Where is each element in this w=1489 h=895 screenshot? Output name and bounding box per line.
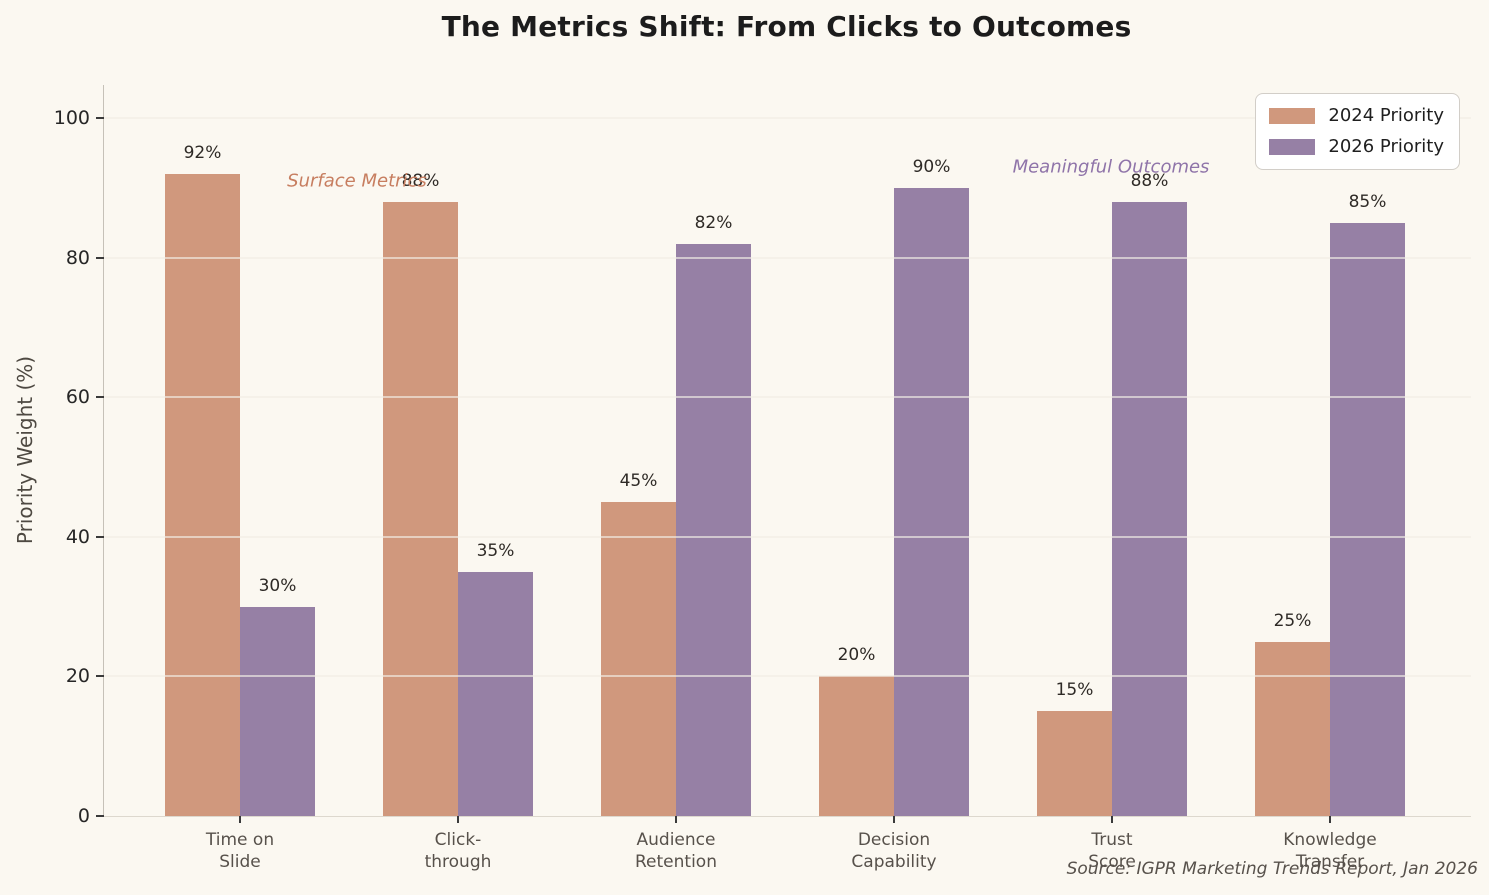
legend-entry-2026-priority: 2026 Priority <box>1269 136 1444 158</box>
legend-label-2026-priority: 2026 Priority <box>1328 136 1444 157</box>
x-tick-mark-click-through <box>457 816 459 823</box>
bar-value-label-2026-priority-audience-retention: 82% <box>694 212 733 233</box>
y-tick-mark-40 <box>96 535 104 538</box>
grid-line-40 <box>104 535 1471 538</box>
bar-2024-priority-time-on-slide <box>165 173 240 816</box>
y-tick-mark-20 <box>96 675 104 678</box>
y-tick-label-0: 0 <box>77 805 90 827</box>
x-category-label-trust-score: Trust Score <box>1088 830 1136 872</box>
grid-line-100 <box>104 117 1471 119</box>
y-tick-label-20: 20 <box>65 665 90 688</box>
bar-value-label-2024-priority-decision-capability: 20% <box>837 645 876 666</box>
x-tick-mark-knowledge-transfer <box>1329 816 1331 823</box>
x-tick-mark-audience-retention <box>675 816 677 823</box>
y-axis-label: Priority Weight (%) <box>13 355 37 545</box>
bar-value-label-2026-priority-decision-capability: 90% <box>912 156 951 177</box>
y-tick-mark-100 <box>96 117 104 119</box>
bar-2026-priority-trust-score <box>1112 201 1187 816</box>
bar-2026-priority-time-on-slide <box>240 606 315 816</box>
grid-line-20 <box>104 675 1471 678</box>
bar-value-label-2024-priority-trust-score: 15% <box>1055 680 1094 701</box>
bar-value-label-2024-priority-knowledge-transfer: 25% <box>1273 610 1312 631</box>
bar-2024-priority-audience-retention <box>601 501 676 816</box>
chart-title: The Metrics Shift: From Clicks to Outcom… <box>441 10 1132 43</box>
y-tick-mark-60 <box>96 396 104 399</box>
bar-value-label-2024-priority-time-on-slide: 92% <box>183 142 222 163</box>
bar-value-label-2026-priority-trust-score: 88% <box>1130 170 1169 191</box>
source-note: Source: IGPR Marketing Trends Report, Ja… <box>1066 859 1478 879</box>
x-tick-mark-trust-score <box>1111 816 1113 823</box>
y-tick-mark-0 <box>96 815 104 817</box>
bar-value-label-2024-priority-audience-retention: 45% <box>619 470 658 491</box>
y-tick-mark-80 <box>96 256 104 259</box>
bar-2026-priority-audience-retention <box>676 243 751 816</box>
y-tick-label-60: 60 <box>65 386 90 409</box>
legend-entry-2024-priority: 2024 Priority <box>1269 105 1444 127</box>
bar-2026-priority-knowledge-transfer <box>1330 222 1405 816</box>
y-tick-label-40: 40 <box>65 525 90 548</box>
bar-2024-priority-trust-score <box>1037 711 1112 816</box>
x-category-label-knowledge-transfer: Knowledge Transfer <box>1283 830 1377 872</box>
plot-area: 92% 88% 45% 20% 15% 25% 30% 35% 82% 90% 88% 85% 0 20… <box>54 85 1471 872</box>
bar-2026-priority-decision-capability <box>894 187 969 816</box>
x-category-label-decision-capability: Decision Capability <box>851 830 937 872</box>
bar-value-label-2026-priority-knowledge-transfer: 85% <box>1348 191 1387 212</box>
x-category-label-click-through: Click- through <box>424 830 492 872</box>
x-tick-mark-decision-capability <box>893 816 895 823</box>
bar-value-label-2026-priority-click-through: 35% <box>476 540 515 561</box>
legend: 2024 Priority 2026 Priority <box>1255 93 1460 170</box>
annotation-meaningful-outcomes: Meaningful Outcomes <box>1012 156 1210 178</box>
grid-line-80 <box>104 256 1471 259</box>
legend-label-2024-priority: 2024 Priority <box>1328 105 1444 126</box>
x-category-label-audience-retention: Audience Retention <box>635 830 717 872</box>
grid-line-60 <box>104 396 1471 399</box>
annotation-surface-metrics: Surface Metrics <box>287 170 427 192</box>
y-tick-label-100: 100 <box>53 107 90 129</box>
x-tick-mark-time-on-slide <box>239 816 241 823</box>
bar-2024-priority-knowledge-transfer <box>1255 641 1330 816</box>
bar-2024-priority-click-through <box>383 201 458 816</box>
bar-value-label-2024-priority-click-through: 88% <box>401 170 440 191</box>
legend-swatch-2024-priority <box>1269 108 1316 124</box>
bar-2026-priority-click-through <box>458 571 533 816</box>
x-category-label-time-on-slide: Time on Slide <box>205 830 275 872</box>
legend-swatch-2026-priority <box>1269 139 1316 155</box>
bar-value-label-2026-priority-time-on-slide: 30% <box>258 575 297 596</box>
bar-2024-priority-decision-capability <box>819 676 894 816</box>
y-tick-label-80: 80 <box>65 246 90 269</box>
